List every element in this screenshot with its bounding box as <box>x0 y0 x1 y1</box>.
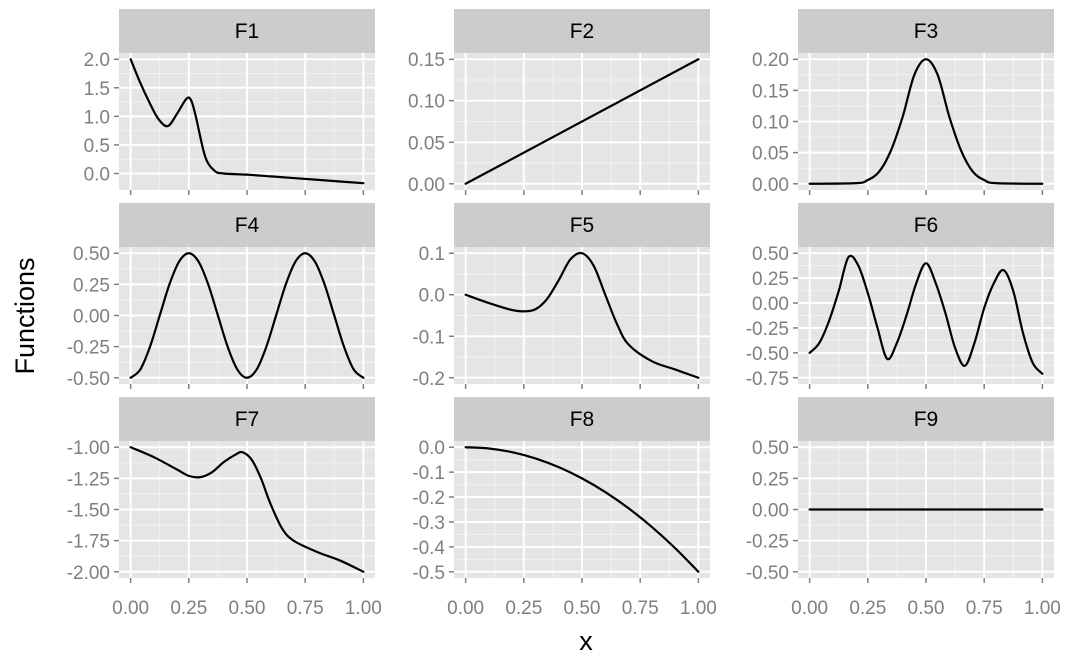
x-tick-label: 0.00 <box>112 598 149 619</box>
y-tick-label: 0.05 <box>408 133 445 154</box>
y-tick-label: 0.00 <box>408 175 445 196</box>
facet-strip <box>119 203 375 247</box>
y-tick-label: -0.50 <box>746 563 789 584</box>
x-tick-label: 0.75 <box>287 598 324 619</box>
y-tick-label: -0.25 <box>746 319 789 340</box>
x-tick-label: 1.00 <box>680 598 717 619</box>
y-tick-label: -0.2 <box>412 488 445 509</box>
y-tick-label: 0.10 <box>752 113 789 134</box>
y-tick-label: 0.0 <box>84 164 110 185</box>
y-tick-label: 0.10 <box>408 92 445 113</box>
y-tick-label: -1.75 <box>67 532 110 553</box>
facet-strip <box>454 397 710 441</box>
y-tick-label: -0.1 <box>412 327 445 348</box>
y-tick-label: 0.50 <box>752 438 789 459</box>
x-tick-label: 0.75 <box>622 598 659 619</box>
y-tick-label: 0.25 <box>73 275 110 296</box>
y-tick-label: -0.75 <box>746 369 789 390</box>
y-tick-label: 0.50 <box>752 244 789 265</box>
facet-panel-f2: F2 0.00 0.05 0.10 0.15 <box>408 9 710 196</box>
y-tick-label: 0.00 <box>73 307 110 328</box>
x-tick-label: 0.50 <box>229 598 266 619</box>
series-line <box>808 254 1044 375</box>
y-tick-label: -0.50 <box>67 369 110 390</box>
y-tick-label: 0.20 <box>752 50 789 71</box>
facet-panel-f8: F8 -0.5 -0.4 -0.3 -0.2 -0.1 0.0 0.00 0.25 0.50 0.7… <box>412 397 717 619</box>
facet-panel-f6: F6 -0.75 -0.50 -0.25 0.00 0.25 0.50 <box>746 203 1054 390</box>
facet-title: F4 <box>235 214 260 237</box>
y-tick-label: 0.25 <box>752 269 789 290</box>
facet-title: F3 <box>914 20 939 43</box>
y-tick-label: -1.50 <box>67 501 110 522</box>
y-tick-label: -0.1 <box>412 463 445 484</box>
y-tick-label: -0.5 <box>412 563 445 584</box>
y-tick-label: -1.00 <box>67 438 110 459</box>
x-tick-label: 0.25 <box>505 598 542 619</box>
y-tick-label: -0.50 <box>746 344 789 365</box>
y-tick-label: 0.0 <box>419 286 445 307</box>
y-tick-label: 1.5 <box>84 79 110 100</box>
y-tick-label: -0.2 <box>412 369 445 390</box>
facet-title: F7 <box>235 408 260 431</box>
series-line <box>464 251 700 379</box>
facet-strip <box>119 397 375 441</box>
y-tick-label: -0.4 <box>412 538 445 559</box>
y-tick-label: 2.0 <box>84 50 110 71</box>
series-line <box>129 58 365 185</box>
series-line <box>129 446 365 573</box>
x-tick-label: 0.25 <box>849 598 886 619</box>
facet-strip <box>454 203 710 247</box>
series-line <box>808 58 1044 185</box>
x-axis-title: x <box>579 626 593 655</box>
facet-title: F5 <box>570 214 595 237</box>
facet-strip <box>798 397 1054 441</box>
facet-title: F6 <box>914 214 939 237</box>
y-tick-label: -0.25 <box>67 338 110 359</box>
facet-title: F2 <box>570 20 595 43</box>
facet-panel-f1: F1 0.0 0.5 1.0 1.5 2.0 <box>84 9 375 195</box>
facet-title: F1 <box>235 20 260 43</box>
x-tick-label: 0.50 <box>908 598 945 619</box>
facet-strip <box>798 9 1054 53</box>
y-tick-label: 0.50 <box>73 244 110 265</box>
series-line <box>464 58 700 185</box>
series-line <box>464 446 700 573</box>
y-axis-title: Functions <box>10 257 40 374</box>
x-tick-label: 0.00 <box>447 598 484 619</box>
y-tick-label: -0.25 <box>746 532 789 553</box>
facet-strip <box>119 9 375 53</box>
y-tick-label: -0.3 <box>412 513 445 534</box>
y-tick-label: 0.1 <box>419 244 445 265</box>
series-line <box>129 252 365 379</box>
y-tick-label: 0.00 <box>752 294 789 315</box>
y-tick-label: -2.00 <box>67 563 110 584</box>
facet-strip <box>798 203 1054 247</box>
facet-panel-f3: F3 0.00 0.05 0.10 0.15 0.20 <box>752 9 1054 196</box>
y-tick-label: 0.0 <box>419 438 445 459</box>
facet-panel-f9: F9 -0.50 -0.25 0.00 0.25 0.50 0.00 0.25 0.50 0.75… <box>746 397 1061 619</box>
facet-panel-f4: F4 -0.50 -0.25 0.00 0.25 0.50 <box>67 203 375 390</box>
y-tick-label: 1.0 <box>84 107 110 128</box>
facet-panel-f7: F7 -2.00 -1.75 -1.50 -1.25 -1.00 0.00 0.25 0.50 0… <box>67 397 382 619</box>
y-tick-label: -1.25 <box>67 469 110 490</box>
y-tick-label: 0.15 <box>408 50 445 71</box>
y-tick-label: 0.00 <box>752 175 789 196</box>
x-tick-label: 1.00 <box>345 598 382 619</box>
facet-title: F8 <box>570 408 595 431</box>
facet-strip <box>454 9 710 53</box>
x-tick-label: 0.25 <box>170 598 207 619</box>
x-tick-label: 0.50 <box>564 598 601 619</box>
facet-panel-f5: F5 -0.2 -0.1 0.0 0.1 <box>412 203 710 390</box>
facet-title: F9 <box>914 408 939 431</box>
y-tick-label: 0.15 <box>752 81 789 102</box>
y-tick-label: 0.5 <box>84 136 110 157</box>
x-tick-label: 1.00 <box>1024 598 1061 619</box>
y-tick-label: 0.25 <box>752 469 789 490</box>
y-tick-label: 0.00 <box>752 501 789 522</box>
x-tick-label: 0.75 <box>966 598 1003 619</box>
x-tick-label: 0.00 <box>791 598 828 619</box>
y-tick-label: 0.05 <box>752 144 789 165</box>
